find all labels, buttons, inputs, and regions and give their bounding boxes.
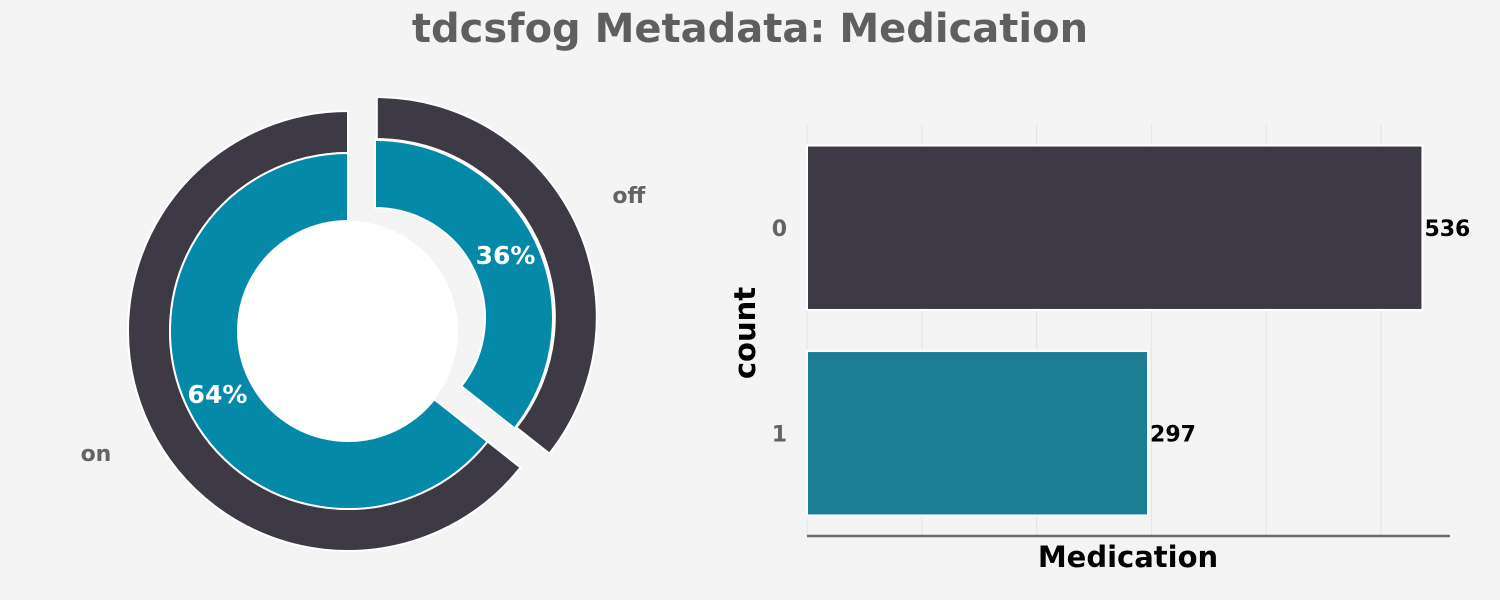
slice-label-on: on — [81, 442, 112, 467]
donut-chart: 36% off 64% on — [81, 96, 646, 552]
y-axis-title: count — [728, 287, 762, 379]
data-label-1: 297 — [1150, 422, 1196, 447]
slice-label-off: off — [612, 184, 646, 209]
donut-hole — [238, 221, 458, 441]
outer-ring-off — [375, 96, 598, 455]
percent-label-off: 36% — [476, 241, 536, 270]
y-tick-label-1: 1 — [772, 422, 787, 447]
y-tick-label-0: 0 — [772, 217, 787, 242]
x-axis-title: Medication — [1038, 540, 1218, 574]
data-label-0: 536 — [1424, 217, 1470, 242]
inner-ring-off — [374, 138, 554, 430]
pie-slice-off: 36% off — [374, 96, 646, 455]
percent-label-on: 64% — [188, 380, 248, 409]
chart-title: tdcsfog Metadata: Medication — [411, 6, 1089, 52]
bar-0 — [806, 144, 1424, 311]
bar-1 — [806, 350, 1150, 517]
